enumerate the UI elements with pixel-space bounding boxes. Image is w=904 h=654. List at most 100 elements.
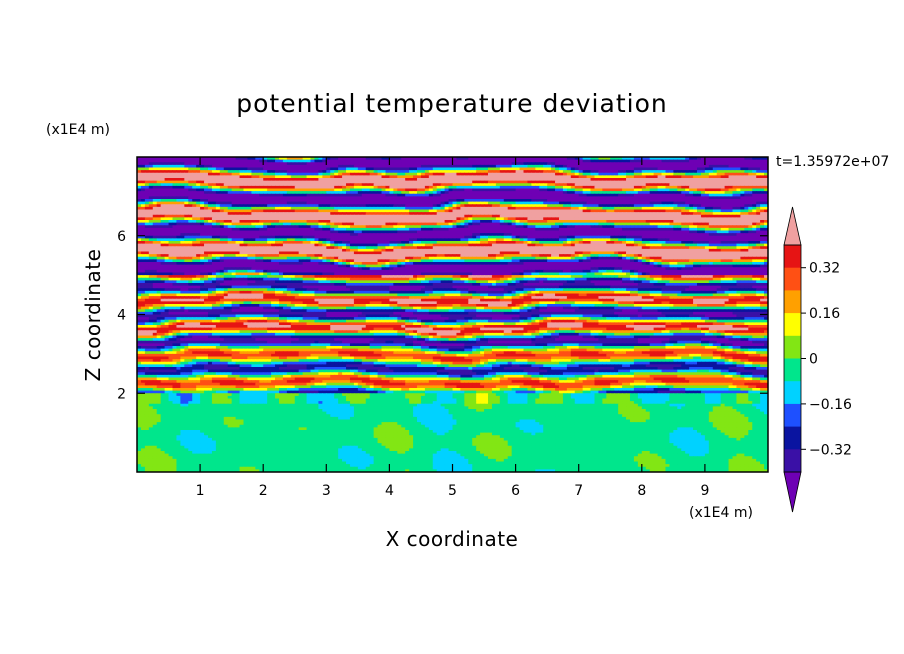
contour-cell <box>160 178 166 182</box>
contour-cell <box>326 209 331 213</box>
contour-cell <box>661 157 667 161</box>
contour-cell <box>377 180 383 184</box>
contour-cell <box>176 196 181 200</box>
contour-cell <box>503 175 509 179</box>
contour-cell <box>369 227 375 232</box>
contour-cell <box>704 220 710 224</box>
contour-cell <box>720 170 726 174</box>
contour-cell <box>594 230 600 234</box>
contour-cell <box>570 212 576 216</box>
contour-cell <box>760 206 765 211</box>
contour-cell <box>716 188 722 192</box>
contour-cell <box>456 164 461 169</box>
contour-cell <box>278 214 284 218</box>
contour-cell <box>251 172 256 176</box>
contour-cell <box>349 230 355 234</box>
contour-cell <box>472 172 477 176</box>
contour-cell <box>693 188 698 192</box>
contour-cell <box>239 217 245 221</box>
contour-cell <box>629 170 635 174</box>
contour-cell <box>472 235 477 239</box>
contour-cell <box>369 172 375 176</box>
contour-cell <box>357 206 363 211</box>
contour-cell <box>740 180 745 184</box>
contour-cell <box>452 227 458 232</box>
contour-cell <box>436 204 442 208</box>
contour-cell <box>275 170 280 174</box>
contour-cell <box>598 217 603 221</box>
contour-cell <box>594 178 600 182</box>
contour-cell <box>267 159 272 163</box>
contour-cell <box>661 212 667 216</box>
contour-cell <box>657 162 663 166</box>
contour-cell <box>586 209 592 213</box>
contour-cell <box>704 167 710 171</box>
contour-cell <box>633 185 639 190</box>
contour-cell <box>673 235 678 239</box>
contour-cell <box>357 167 363 171</box>
contour-cell <box>732 185 738 190</box>
contour-cell <box>275 227 280 232</box>
contour-cell <box>148 235 154 239</box>
contour-cell <box>405 230 410 234</box>
contour-cell <box>243 191 249 195</box>
contour-cell <box>298 180 304 184</box>
contour-cell <box>251 183 256 187</box>
contour-cell <box>314 159 320 163</box>
contour-cell <box>223 188 229 192</box>
contour-cell <box>610 233 615 237</box>
contour-cell <box>594 199 600 203</box>
contour-cell <box>192 204 197 208</box>
contour-cell <box>417 222 422 226</box>
contour-cell <box>251 204 256 208</box>
contour-cell <box>760 220 765 224</box>
contour-cell <box>685 157 690 161</box>
contour-cell <box>689 199 694 203</box>
contour-cell <box>346 162 351 166</box>
contour-cell <box>697 185 702 190</box>
contour-cell <box>342 157 347 161</box>
contour-cell <box>381 209 387 213</box>
contour-cell <box>720 178 726 182</box>
contour-cell <box>748 185 753 190</box>
contour-cell <box>259 212 264 216</box>
contour-cell <box>401 199 406 203</box>
contour-cell <box>476 217 481 221</box>
contour-cell <box>539 185 544 190</box>
contour-cell <box>468 204 473 208</box>
contour-cell <box>417 204 422 208</box>
contour-cell <box>204 217 209 221</box>
contour-cell <box>314 227 320 232</box>
contour-cell <box>263 233 268 237</box>
contour-cell <box>440 183 446 187</box>
contour-cell <box>204 227 209 232</box>
contour-cell <box>760 222 765 226</box>
contour-cell <box>342 162 347 166</box>
contour-cell <box>188 183 193 187</box>
contour-cell <box>677 191 682 195</box>
contour-cell <box>748 172 753 176</box>
contour-cell <box>543 178 548 182</box>
contour-cell <box>263 191 268 195</box>
contour-cell <box>322 206 327 211</box>
contour-cell <box>487 170 493 174</box>
contour-cell <box>484 227 489 232</box>
contour-cell <box>180 175 185 179</box>
contour-cell <box>732 225 738 229</box>
contour-cell <box>626 185 631 190</box>
contour-cell <box>160 162 166 166</box>
contour-cell <box>610 183 615 187</box>
contour-cell <box>310 225 316 229</box>
contour-cell <box>728 157 734 161</box>
contour-cell <box>357 235 363 239</box>
contour-cell <box>397 180 402 184</box>
contour-cell <box>373 222 379 226</box>
contour-cell <box>310 193 316 197</box>
contour-cell <box>590 180 596 184</box>
contour-cell <box>405 212 410 216</box>
contour-cell <box>318 167 323 171</box>
contour-cell <box>342 235 347 239</box>
contour-cell <box>168 178 174 182</box>
contour-cell <box>724 230 730 234</box>
contour-cell <box>346 188 351 192</box>
